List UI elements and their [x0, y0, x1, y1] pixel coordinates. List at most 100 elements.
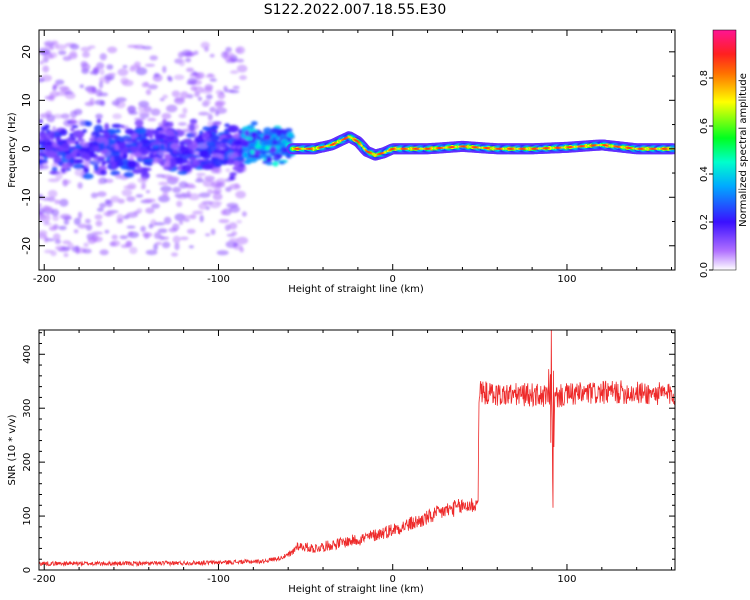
heatmap-cell	[47, 130, 55, 138]
heatmap-cell	[180, 215, 192, 219]
heatmap-cell	[229, 172, 237, 177]
heatmap-cell	[107, 46, 118, 54]
heatmap-cell	[110, 156, 115, 163]
heatmap-cell	[215, 201, 223, 205]
heatmap-cell	[76, 138, 85, 142]
heatmap-cell	[221, 137, 228, 144]
heatmap-cell	[44, 238, 55, 242]
heatmap-cell	[91, 231, 104, 235]
heatmap-cell	[52, 215, 59, 222]
heatmap-cell	[141, 45, 153, 50]
heatmap-cell	[116, 218, 124, 224]
heatmap-cell	[97, 178, 103, 185]
heatmap-cell	[98, 92, 109, 97]
heatmap-cell	[174, 193, 183, 198]
heatmap-cell	[216, 250, 229, 256]
heatmap-cell	[140, 146, 148, 151]
heatmap-cell	[210, 228, 216, 235]
heatmap-cell	[242, 151, 248, 158]
heatmap-cell	[213, 158, 225, 166]
heatmap-cell	[62, 56, 72, 61]
heatmap-cell	[225, 240, 238, 248]
heatmap-cell	[225, 168, 231, 173]
heatmap-cell	[42, 55, 49, 63]
heatmap-cell	[160, 143, 166, 152]
heatmap-cell	[144, 63, 156, 67]
heatmap-cell	[228, 222, 238, 230]
heatmap-cell	[98, 144, 106, 151]
heatmap-cell	[188, 245, 194, 249]
heatmap-cell	[61, 142, 70, 149]
heatmap-cell	[186, 190, 192, 198]
heatmap-cell	[174, 156, 184, 162]
heatmap-cell	[250, 121, 258, 126]
heatmap-cell	[55, 136, 61, 144]
heatmap-cell	[122, 65, 128, 69]
heatmap-cell	[243, 160, 252, 165]
heatmap-cell	[90, 192, 98, 199]
heatmap-cell	[96, 191, 107, 197]
heatmap-cell	[119, 235, 128, 240]
heatmap-cell	[177, 170, 188, 175]
y-tick-label: 200	[22, 453, 33, 472]
heatmap-cell	[62, 240, 71, 245]
colorbar-label: Normalized spectral amplitude	[738, 73, 749, 227]
heatmap-cell	[136, 166, 143, 170]
heatmap-cell	[168, 176, 180, 182]
heatmap-cell	[138, 100, 150, 108]
heatmap-cell	[276, 153, 283, 159]
heatmap-cell	[198, 202, 208, 210]
heatmap-cell	[158, 181, 169, 186]
heatmap-cell	[50, 250, 57, 257]
y-tick-label: -20	[20, 237, 33, 255]
heatmap-cell	[45, 213, 51, 222]
heatmap-cell	[59, 129, 68, 136]
heatmap-cell	[58, 85, 70, 91]
heatmap-cell	[70, 110, 78, 119]
heatmap-cell	[211, 190, 221, 194]
heatmap-cell	[198, 192, 211, 198]
x-tick-label: -200	[33, 574, 56, 585]
heatmap-cell	[39, 203, 42, 208]
heatmap-cell	[172, 235, 181, 244]
heatmap-cell	[271, 136, 277, 141]
heatmap-cell	[239, 247, 244, 253]
heatmap-cell	[218, 219, 230, 224]
heatmap-cell	[170, 252, 179, 257]
heatmap-cell	[99, 68, 105, 76]
heatmap-cell	[145, 207, 155, 214]
heatmap-cell	[63, 219, 70, 226]
heatmap-cell	[126, 225, 136, 229]
heatmap-cell	[280, 134, 286, 138]
heatmap-cell	[82, 51, 90, 58]
heatmap-cell	[210, 167, 220, 174]
snr-ticks: -200 -100 0 100 0 100 200 300 400	[22, 330, 675, 585]
heatmap-cell	[189, 214, 197, 220]
heatmap-cell	[229, 183, 241, 190]
heatmap-cell	[143, 198, 156, 203]
heatmap-cell	[206, 140, 216, 147]
y-tick-label: 0	[22, 567, 33, 573]
heatmap-cell	[135, 194, 144, 198]
heatmap-cell	[112, 113, 122, 120]
heatmap-cell	[172, 186, 182, 193]
heatmap-cell	[127, 160, 137, 169]
heatmap-cell	[145, 249, 158, 256]
heatmap-cell	[138, 110, 150, 117]
heatmap-cell	[139, 138, 150, 142]
heatmap-cell	[81, 141, 89, 148]
heatmap-cell	[123, 171, 134, 178]
heatmap-cell	[96, 62, 105, 70]
heatmap-cell	[196, 172, 206, 176]
heatmap-cell	[173, 96, 185, 105]
heatmap-cell	[209, 106, 216, 113]
heatmap-cell	[168, 121, 174, 128]
heatmap-cell	[142, 158, 155, 163]
x-tick-label: -100	[207, 574, 230, 585]
heatmap-cell	[212, 134, 220, 141]
heatmap-cell	[79, 84, 85, 89]
heatmap-cell	[241, 211, 247, 217]
heatmap-cell	[39, 230, 48, 236]
heatmap-cell	[128, 231, 134, 236]
heatmap-cell	[211, 124, 219, 130]
